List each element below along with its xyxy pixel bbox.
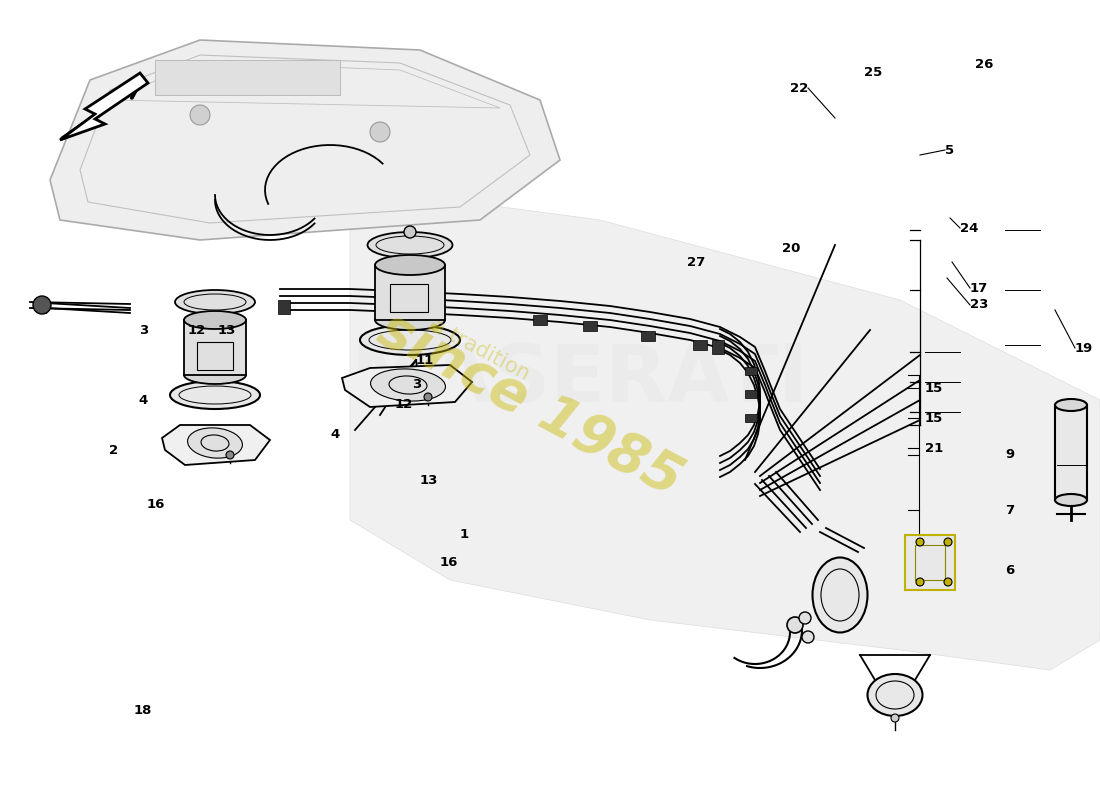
Ellipse shape: [367, 232, 452, 258]
Circle shape: [802, 631, 814, 643]
Bar: [39, 299, 46, 313]
Bar: [745, 414, 757, 422]
Circle shape: [944, 578, 952, 586]
Text: 12: 12: [395, 398, 414, 411]
Ellipse shape: [360, 325, 460, 355]
Polygon shape: [60, 73, 148, 140]
Ellipse shape: [375, 310, 446, 330]
Circle shape: [891, 714, 899, 722]
Bar: [641, 331, 654, 341]
Text: 25: 25: [864, 66, 882, 78]
Text: 3: 3: [412, 378, 421, 391]
Circle shape: [786, 617, 803, 633]
Text: 11: 11: [416, 354, 434, 366]
Circle shape: [404, 226, 416, 238]
Text: 20: 20: [782, 242, 800, 254]
Bar: [905, 535, 955, 590]
Circle shape: [226, 451, 234, 459]
Circle shape: [424, 393, 432, 401]
Text: 26: 26: [975, 58, 993, 71]
Text: a tradition: a tradition: [428, 316, 532, 384]
Ellipse shape: [371, 369, 446, 401]
Text: 21: 21: [925, 442, 944, 454]
Bar: [155, 60, 340, 95]
Text: 16: 16: [146, 498, 165, 511]
Text: 13: 13: [420, 474, 439, 486]
Bar: [915, 545, 945, 580]
Polygon shape: [342, 365, 472, 407]
Text: 5: 5: [945, 143, 954, 157]
Text: 7: 7: [1005, 503, 1014, 517]
Ellipse shape: [184, 311, 246, 329]
Circle shape: [190, 105, 210, 125]
Bar: [375, 265, 446, 320]
Polygon shape: [350, 200, 1100, 670]
Ellipse shape: [175, 290, 255, 314]
Bar: [278, 300, 290, 314]
Bar: [693, 340, 707, 350]
Text: 22: 22: [790, 82, 808, 94]
Text: 16: 16: [440, 555, 459, 569]
Text: 9: 9: [1005, 449, 1014, 462]
Bar: [1055, 405, 1087, 500]
Circle shape: [799, 612, 811, 624]
Ellipse shape: [375, 255, 446, 275]
Circle shape: [944, 538, 952, 546]
Bar: [583, 321, 597, 331]
Text: 15: 15: [925, 382, 944, 394]
Text: 4: 4: [139, 394, 148, 406]
Text: 24: 24: [960, 222, 978, 234]
Ellipse shape: [868, 674, 923, 716]
Text: 3: 3: [139, 323, 148, 337]
Bar: [534, 315, 547, 325]
Text: 17: 17: [970, 282, 988, 294]
Ellipse shape: [188, 428, 242, 458]
Bar: [745, 390, 757, 398]
Text: 13: 13: [218, 323, 236, 337]
Polygon shape: [162, 425, 270, 465]
Ellipse shape: [813, 558, 868, 633]
Circle shape: [33, 296, 51, 314]
Text: 27: 27: [686, 255, 705, 269]
Circle shape: [370, 122, 390, 142]
Bar: [712, 340, 724, 354]
Text: 1: 1: [460, 529, 469, 542]
Bar: [197, 342, 233, 370]
Text: 6: 6: [1005, 563, 1014, 577]
Text: MASERATI: MASERATI: [351, 341, 808, 419]
Ellipse shape: [184, 366, 246, 384]
Text: 18: 18: [133, 703, 152, 717]
Text: 19: 19: [1075, 342, 1093, 354]
Text: 23: 23: [970, 298, 989, 311]
Circle shape: [916, 538, 924, 546]
Bar: [745, 367, 757, 375]
Ellipse shape: [1055, 399, 1087, 411]
Polygon shape: [50, 40, 560, 240]
Ellipse shape: [170, 381, 260, 409]
Text: 4: 4: [331, 429, 340, 442]
Text: 15: 15: [925, 411, 944, 425]
Text: since 1985: since 1985: [368, 302, 691, 508]
Bar: [390, 284, 428, 312]
Circle shape: [916, 578, 924, 586]
Bar: [184, 320, 246, 375]
Ellipse shape: [1055, 494, 1087, 506]
Text: 12: 12: [188, 323, 207, 337]
Text: 2: 2: [109, 443, 118, 457]
